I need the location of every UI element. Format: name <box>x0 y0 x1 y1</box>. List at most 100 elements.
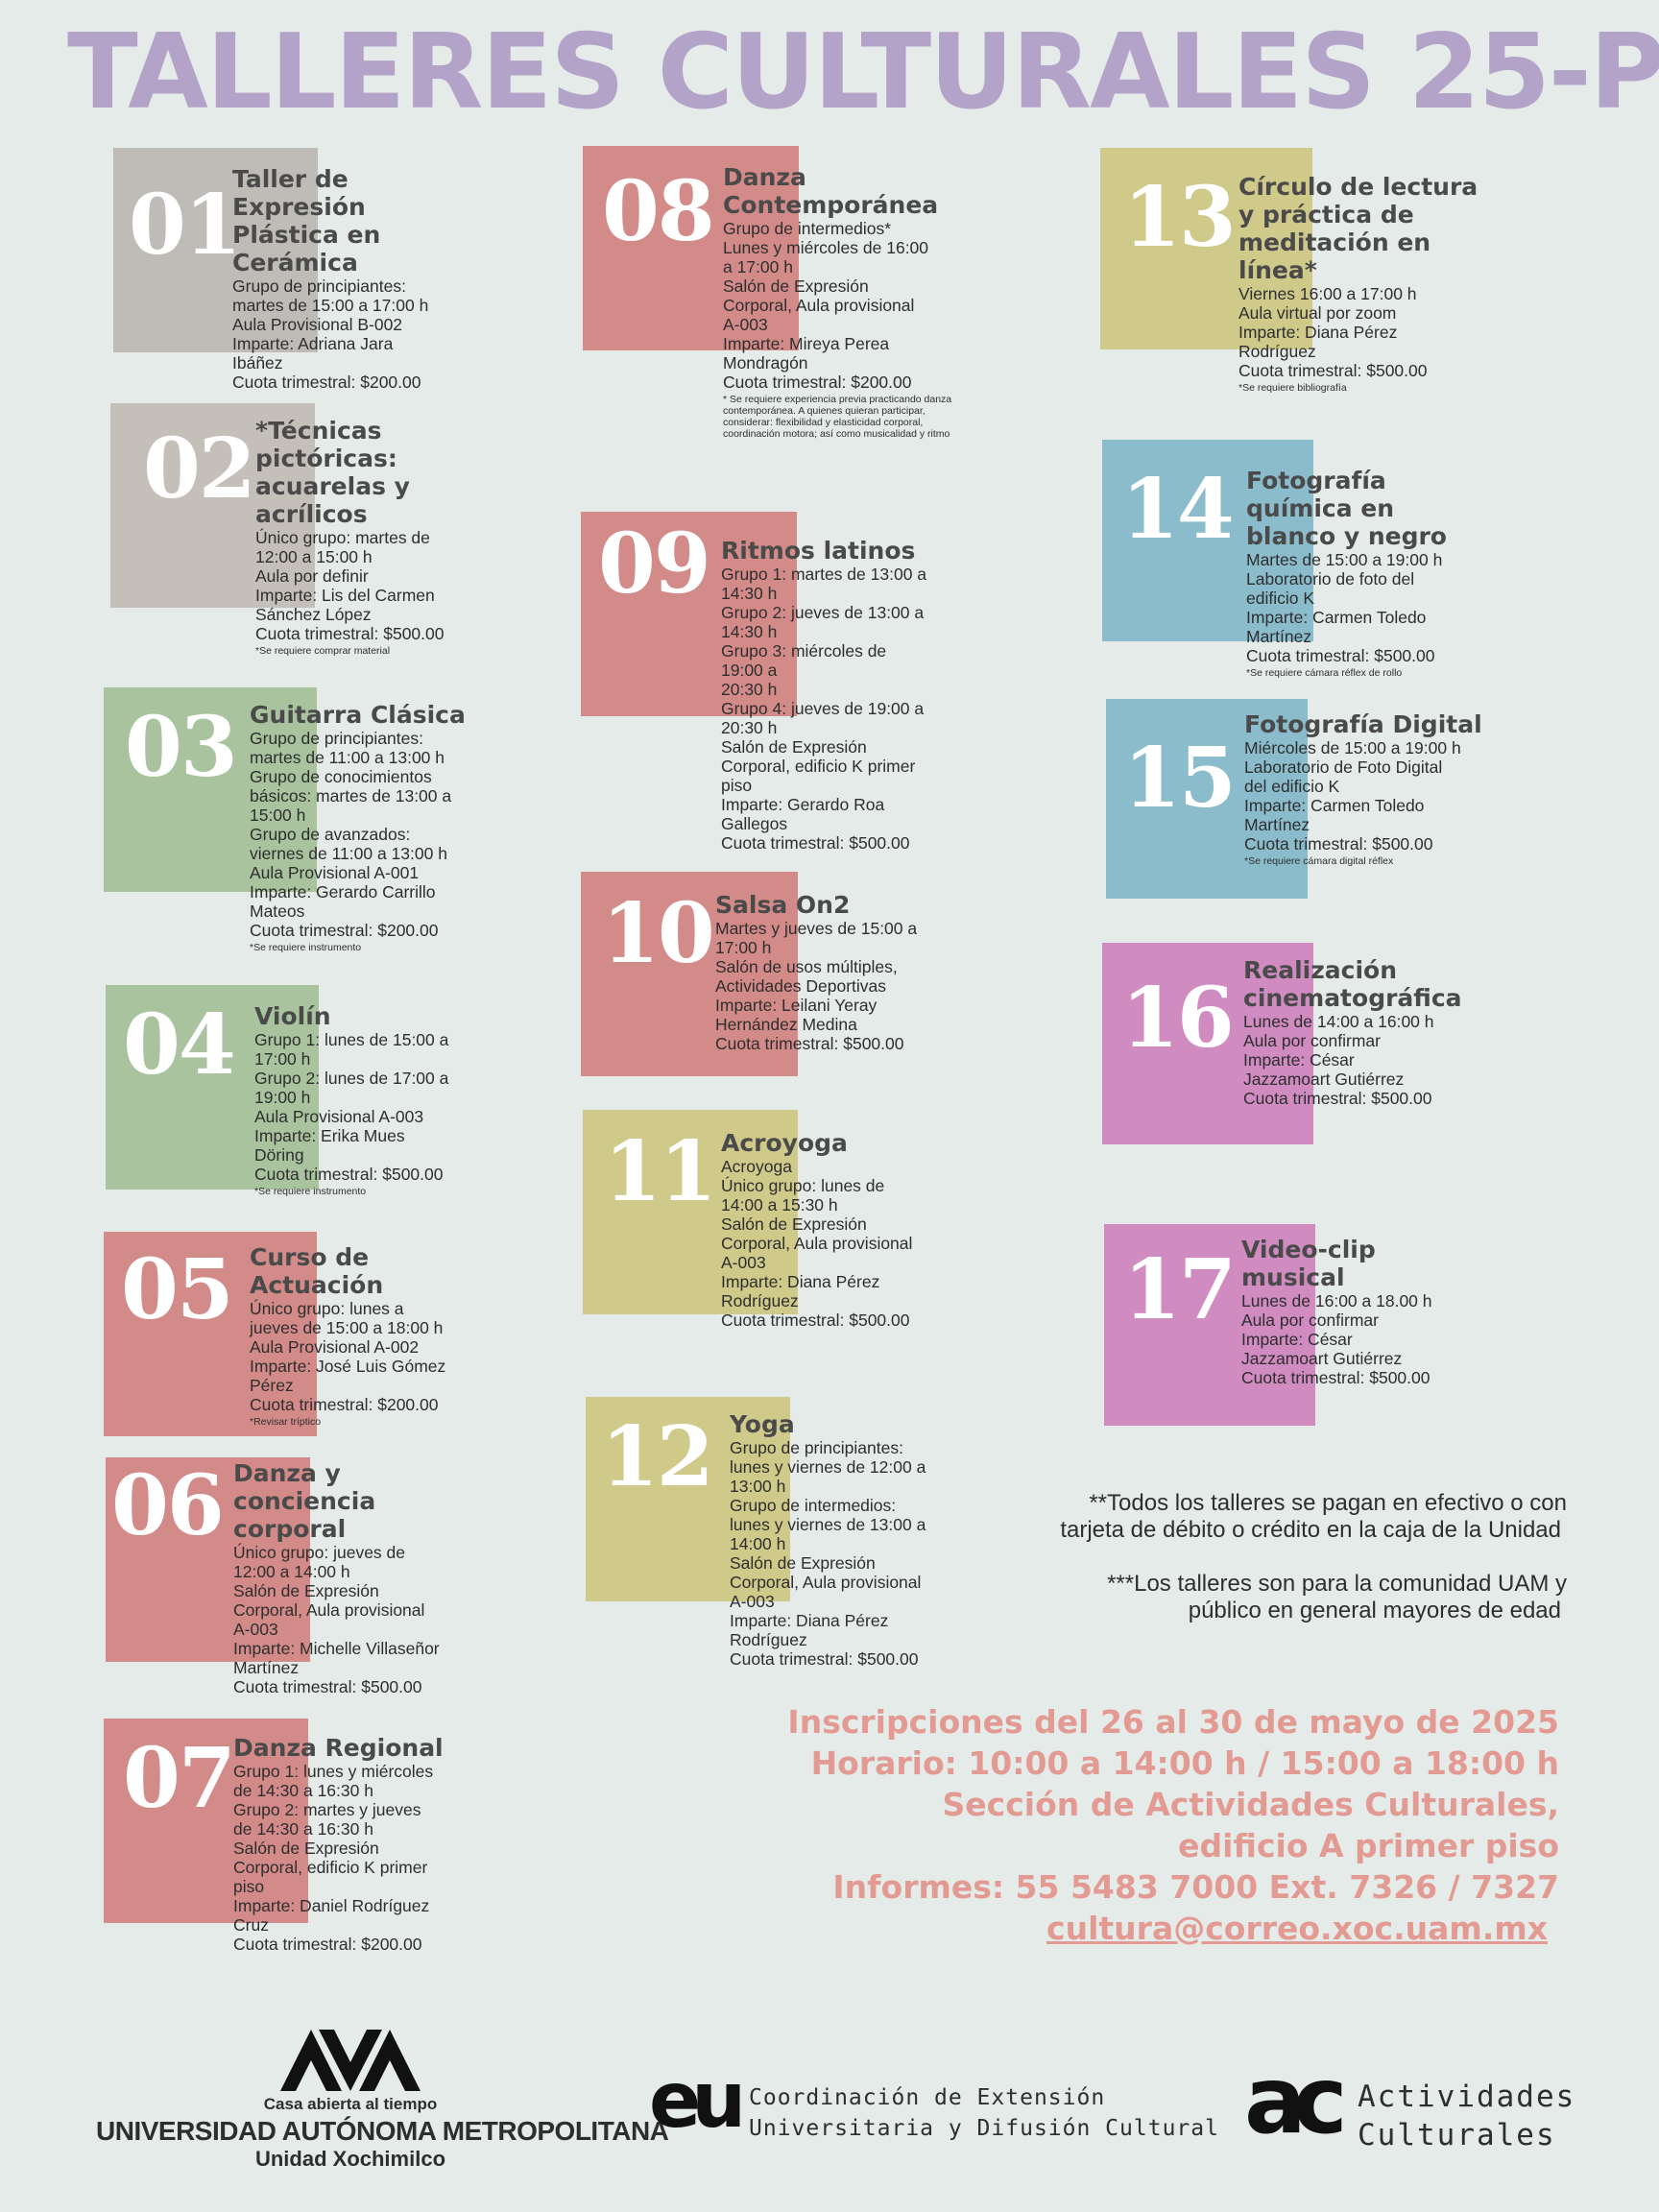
workshop-detail: 19:00 a <box>721 661 778 680</box>
note-line: **Todos los talleres se pagan en efectiv… <box>1089 1490 1567 1516</box>
workshop-title: Curso de Actuación <box>250 1243 384 1299</box>
registration-dates: Inscripciones del 26 al 30 de mayo de 20… <box>787 1703 1559 1741</box>
workshop-detail: Salón de usos múltiples, <box>715 957 898 976</box>
number-block <box>104 1719 308 1923</box>
uam-logo: Casa abierta al tiempo UNIVERSIDAD AUTÓN… <box>96 2026 669 2172</box>
workshop-title: Círculo de lectura y práctica de meditac… <box>1238 173 1479 284</box>
number-block <box>583 146 799 350</box>
workshop-detail: Corporal, edificio K primer <box>721 757 916 776</box>
workshop-detail: Grupo de principiantes: <box>232 276 406 296</box>
workshop-detail: Grupo 2: jueves de 13:00 a <box>721 603 925 622</box>
workshop-detail: 20:30 h <box>721 680 778 699</box>
workshop-detail: Único grupo: lunes a <box>250 1299 404 1318</box>
workshop-detail: Imparte: Diana Pérez <box>730 1611 889 1630</box>
workshop-detail: 14:00 a 15:30 h <box>721 1195 838 1214</box>
number-block <box>1100 148 1312 349</box>
workshop-detail: Miércoles de 15:00 a 19:00 h <box>1244 738 1461 757</box>
workshop-detail: 15:00 h <box>250 805 306 825</box>
workshop-text: Danza y conciencia corporal Único grupo: … <box>233 1459 478 1696</box>
workshop-detail: Aula Provisional A-003 <box>254 1107 424 1126</box>
workshop-detail: Imparte: César <box>1241 1330 1353 1349</box>
workshop-detail: 13:00 h <box>730 1477 786 1496</box>
workshop-detail: Cuota trimestral: $200.00 <box>250 1395 439 1414</box>
workshop-detail: Acroyoga <box>721 1157 792 1176</box>
workshop-detail: Grupo 4: jueves de 19:00 a <box>721 699 925 718</box>
workshop-detail: Cuota trimestral: $200.00 <box>723 373 912 392</box>
audience-note: ***Los talleres son para la comunidad UA… <box>1107 1571 1567 1624</box>
note-line: ***Los talleres son para la comunidad UA… <box>1107 1571 1567 1597</box>
workshop-title: Danza y conciencia corporal <box>233 1459 376 1543</box>
workshop-title: Violín <box>254 1002 331 1030</box>
workshop-detail: A-003 <box>233 1620 278 1639</box>
workshop-text: Violín Grupo 1: lunes de 15:00 a 17:00 h Gr… <box>254 1002 499 1197</box>
workshop-detail: Imparte: Michelle Villaseñor <box>233 1639 440 1658</box>
workshop-detail: Imparte: Gerardo Carrillo <box>250 882 436 902</box>
workshop-detail: Cuota trimestral: $500.00 <box>1241 1368 1431 1387</box>
workshop-detail: Cruz <box>233 1915 269 1935</box>
workshop-detail: de 14:30 a 16:30 h <box>233 1819 373 1839</box>
workshop-detail: Jazzamoart Gutiérrez <box>1241 1349 1403 1368</box>
workshop-detail: Aula Provisional B-002 <box>232 315 403 334</box>
workshop-detail: Aula por definir <box>255 566 369 586</box>
workshop-detail: A-003 <box>721 1253 766 1272</box>
workshop-detail: Rodríguez <box>1238 342 1316 361</box>
workshop-detail: Imparte: Diana Pérez <box>1238 323 1398 342</box>
workshop-number: 09 <box>598 516 711 613</box>
workshop-text: Guitarra Clásica Grupo de principiantes: m… <box>250 701 494 953</box>
uam-motto: Casa abierta al tiempo <box>263 2095 438 2113</box>
workshop-detail: Grupo de principiantes: <box>730 1438 903 1457</box>
workshop-title: Taller de Expresión Plástica en Cerámica <box>232 165 381 276</box>
workshop-detail: Imparte: César <box>1243 1050 1355 1070</box>
workshop-detail: A-003 <box>730 1592 775 1611</box>
uam-unit: Unidad Xochimilco <box>254 2147 446 2171</box>
workshop-detail: lunes y viernes de 12:00 a <box>730 1457 926 1477</box>
registration-email-link[interactable]: cultura@correo.xoc.uam.mx <box>1046 1910 1548 1947</box>
workshop-text: Círculo de lectura y práctica de meditac… <box>1238 173 1483 394</box>
workshop-detail: Grupo de conocimientos <box>250 767 432 786</box>
number-block <box>1104 1224 1315 1426</box>
workshop-text: Taller de Expresión Plástica en Cerámica… <box>232 165 477 392</box>
workshop-detail: Imparte: Adriana Jara <box>232 334 394 353</box>
workshop-detail: Grupo 1: lunes de 15:00 a <box>254 1030 449 1049</box>
workshop-detail: viernes de 11:00 a 13:00 h <box>250 844 447 863</box>
workshop-detail: del edificio K <box>1244 777 1340 796</box>
workshop-detail: Cuota trimestral: $500.00 <box>1238 361 1428 380</box>
workshop-detail: Rodríguez <box>730 1630 807 1649</box>
workshop-detail: Corporal, Aula provisional <box>233 1600 425 1620</box>
workshop-detail: Cuota trimestral: $500.00 <box>1244 834 1433 854</box>
workshop-detail: Gallegos <box>721 814 788 833</box>
workshop-detail: 14:30 h <box>721 622 778 641</box>
number-block <box>110 403 315 608</box>
workshop-title: Acroyoga <box>721 1129 848 1157</box>
workshop-number: 16 <box>1121 970 1235 1067</box>
workshop-detail: Grupo 2: martes y jueves <box>233 1800 421 1819</box>
workshop-number: 07 <box>123 1730 236 1827</box>
workshop-detail: Imparte: Carmen Toledo <box>1244 796 1425 815</box>
workshop-detail: Martínez <box>233 1658 300 1677</box>
workshop-detail: Sánchez López <box>255 605 372 624</box>
workshop-title: Guitarra Clásica <box>250 701 466 729</box>
workshop-detail: Aula virtual por zoom <box>1238 303 1397 323</box>
workshop-detail: Cuota trimestral: $200.00 <box>250 921 439 940</box>
workshop-detail: Aula por confirmar <box>1243 1031 1381 1050</box>
workshop-detail: Jazzamoart Gutiérrez <box>1243 1070 1405 1089</box>
workshop-detail: Aula por confirmar <box>1241 1310 1379 1330</box>
workshop-detail: básicos: martes de 13:00 a <box>250 786 452 805</box>
workshop-detail: A-003 <box>723 315 768 334</box>
workshop-detail: Aula Provisional A-001 <box>250 863 420 882</box>
workshop-number: 12 <box>601 1408 714 1505</box>
workshop-text: Video-clip musical Lunes de 16:00 a 18.00… <box>1241 1236 1486 1387</box>
workshop-title: Danza Regional <box>233 1734 444 1762</box>
workshop-text: Ritmos latinos Grupo 1: martes de 13:00 a… <box>721 537 966 853</box>
workshop-detail: Imparte: Leilani Yeray <box>715 996 878 1015</box>
workshop-text: Danza Regional Grupo 1: lunes y miércoles… <box>233 1734 478 1954</box>
workshop-note: *Se requiere cámara réflex de rollo <box>1246 667 1403 679</box>
workshop-detail: Cuota trimestral: $500.00 <box>1243 1089 1432 1108</box>
workshop-detail: Pérez <box>250 1376 294 1395</box>
workshop-detail: Corporal, Aula provisional <box>723 296 915 315</box>
number-block <box>106 985 319 1190</box>
registration-phone: Informes: 55 5483 7000 Ext. 7326 / 7327 <box>832 1868 1559 1906</box>
payment-note: **Todos los talleres se pagan en efectiv… <box>1060 1490 1567 1544</box>
workshop-detail: Döring <box>254 1145 304 1165</box>
workshop-detail: 12:00 a 14:00 h <box>233 1562 350 1581</box>
